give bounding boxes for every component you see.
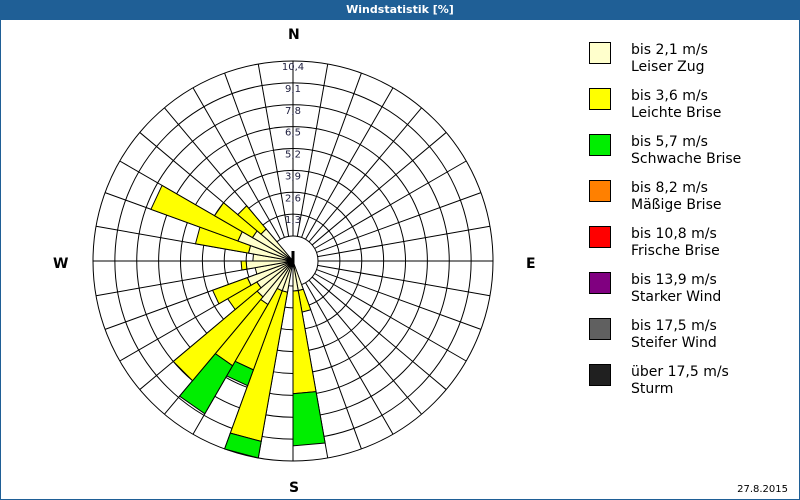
legend-label: über 17,5 m/s Sturm <box>631 364 729 398</box>
compass-west-label: W <box>53 256 69 272</box>
rose-bar-segment <box>172 290 264 382</box>
window-title: Windstatistik [%] <box>0 0 800 20</box>
grid-spoke <box>314 273 467 362</box>
grid-spoke <box>317 264 491 297</box>
date-label: 27.8.2015 <box>737 484 788 495</box>
legend-swatch <box>589 272 611 294</box>
legend-name: Leiser Zug <box>631 59 705 75</box>
rose-bar-segment <box>223 432 262 459</box>
rose-bar-segment <box>240 260 248 271</box>
grid-spoke <box>316 192 482 253</box>
legend-label: bis 3,6 m/s Leichte Brise <box>631 88 721 122</box>
legend-range: bis 10,8 m/s <box>631 226 717 242</box>
grid-spoke <box>311 276 447 390</box>
radial-tick-label: 9,1 <box>285 84 301 95</box>
rose-bar-segment <box>292 391 326 447</box>
legend-label: bis 17,5 m/s Steifer Wind <box>631 318 717 352</box>
rose-bar-segment <box>213 202 258 239</box>
legend-name: Frische Brise <box>631 243 720 259</box>
radial-tick-label: 3,9 <box>285 171 301 182</box>
legend-name: Steifer Wind <box>631 335 717 351</box>
legend-range: über 17,5 m/s <box>631 364 729 380</box>
legend-swatch <box>589 88 611 110</box>
grid-spoke <box>192 87 281 240</box>
legend-name: Starker Wind <box>631 289 722 305</box>
radial-tick-label: 2,6 <box>285 193 301 204</box>
grid-spoke <box>301 72 362 238</box>
legend-range: bis 2,1 m/s <box>631 42 708 58</box>
grid-spoke <box>308 107 422 243</box>
radial-tick-label: 10,4 <box>282 62 304 73</box>
compass-south-label: S <box>289 480 300 496</box>
legend-name: Leichte Brise <box>631 105 722 121</box>
legend-label: bis 8,2 m/s Mäßige Brise <box>631 180 721 214</box>
grid-spoke <box>311 132 447 246</box>
grid-spoke <box>308 279 422 415</box>
grid-spoke <box>305 87 394 240</box>
grid-spoke <box>95 264 269 297</box>
compass-north-label: N <box>288 27 300 43</box>
legend-label: bis 10,8 m/s Frische Brise <box>631 226 720 260</box>
radial-tick-label: 1,3 <box>285 215 301 226</box>
legend-swatch <box>589 42 611 64</box>
radial-tick-label: 7,8 <box>285 106 301 117</box>
legend-range: bis 3,6 m/s <box>631 88 708 104</box>
grid-spoke <box>316 269 482 330</box>
legend-range: bis 17,5 m/s <box>631 318 717 334</box>
legend-swatch <box>589 364 611 386</box>
grid-spoke <box>317 225 491 258</box>
grid-spoke <box>257 63 290 237</box>
rose-bar-segment <box>237 205 267 235</box>
legend-swatch <box>589 226 611 248</box>
legend-label: bis 13,9 m/s Starker Wind <box>631 272 721 306</box>
legend-name: Mäßige Brise <box>631 197 722 213</box>
rose-bar-segment <box>178 352 234 415</box>
legend-swatch <box>589 134 611 156</box>
legend-range: bis 5,7 m/s <box>631 134 708 150</box>
grid-spoke <box>305 282 394 435</box>
legend-name: Schwache Brise <box>631 151 742 167</box>
legend-label: bis 2,1 m/s Leiser Zug <box>631 42 708 76</box>
legend-range: bis 13,9 m/s <box>631 272 717 288</box>
legend-swatch <box>589 318 611 340</box>
legend-name: Sturm <box>631 381 674 397</box>
grid-spoke <box>224 72 285 238</box>
radial-tick-label: 5,2 <box>285 150 301 161</box>
legend-swatch <box>589 180 611 202</box>
radial-tick-label: 6,5 <box>285 128 301 139</box>
legend-label: bis 5,7 m/s Schwache Brise <box>631 134 741 168</box>
rose-bar-segment <box>211 276 252 305</box>
rose-bar-segment <box>150 184 243 242</box>
grid-spoke <box>314 160 467 249</box>
compass-east-label: E <box>526 256 536 272</box>
grid-spoke <box>301 284 362 450</box>
legend-range: bis 8,2 m/s <box>631 180 708 196</box>
grid-spoke <box>296 63 329 237</box>
